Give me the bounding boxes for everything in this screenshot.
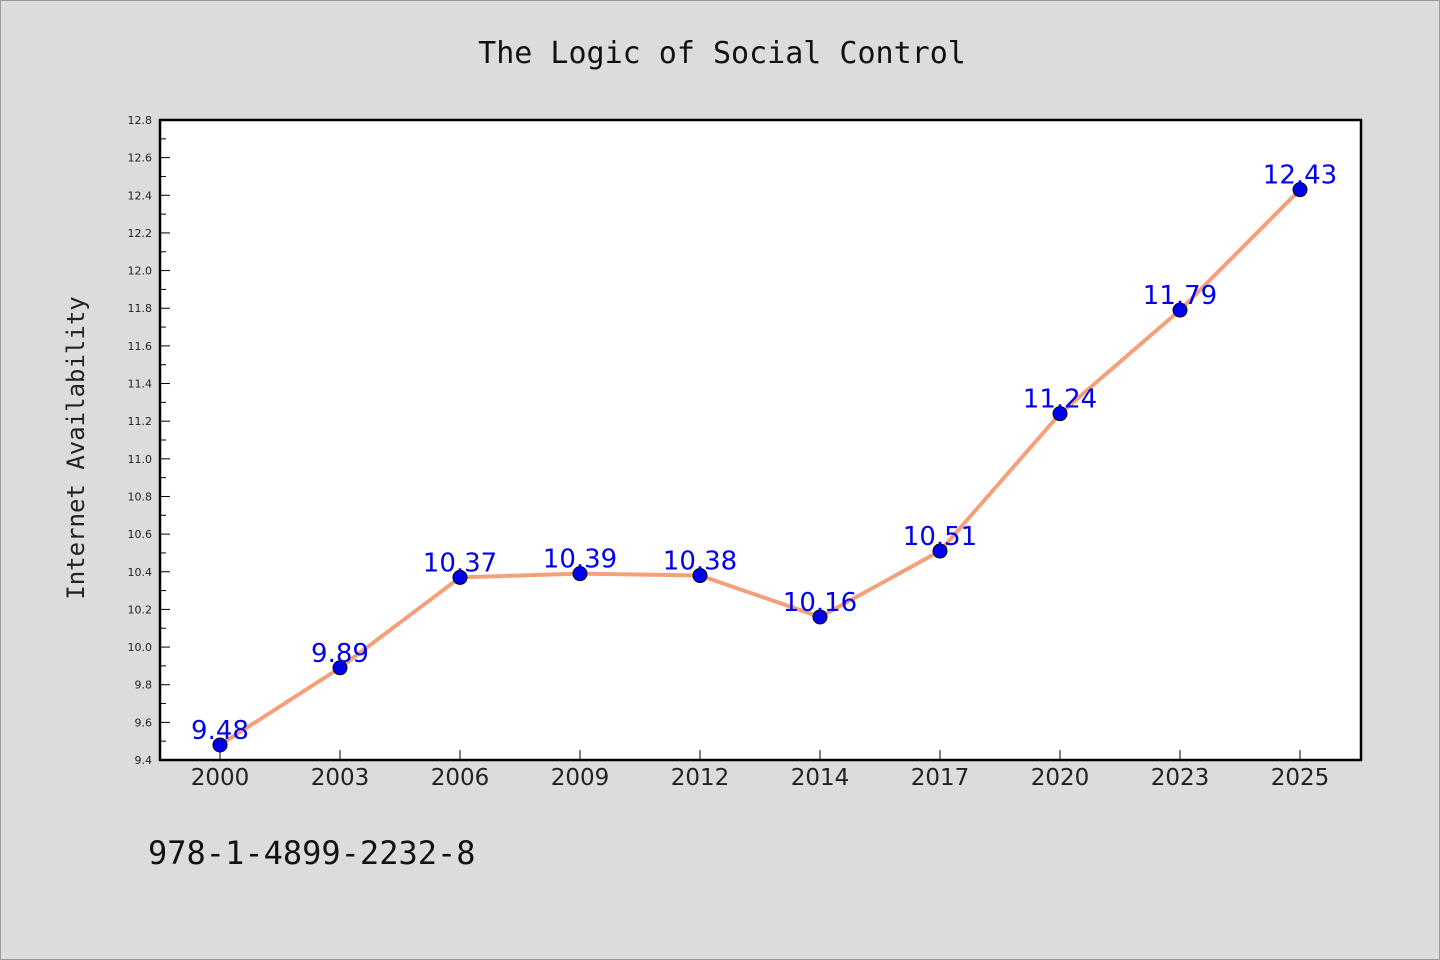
y-tick-label: 12.6 [128, 152, 153, 165]
y-tick-label: 11.6 [128, 340, 153, 353]
x-tick-label: 2023 [1151, 765, 1210, 791]
data-point [812, 609, 828, 625]
y-tick-label: 12.0 [128, 265, 153, 278]
x-axis: 2000 2003 2006 2009 2012 2014 2017 2020 2023 2025 [191, 750, 1330, 791]
x-tick-label: 2017 [911, 765, 970, 791]
x-tick-label: 2025 [1271, 765, 1330, 791]
data-label: 10.51 [903, 522, 977, 552]
data-label: 10.39 [543, 545, 617, 575]
y-tick-label: 12.8 [128, 114, 153, 127]
data-label: 9.48 [191, 716, 249, 746]
y-tick-label: 10.0 [128, 641, 153, 654]
y-tick-label: 12.2 [128, 227, 153, 240]
data-label: 10.37 [423, 548, 497, 578]
y-tick-label: 10.2 [128, 603, 153, 616]
chart-title: The Logic of Social Control [478, 36, 966, 71]
y-tick-label: 10.6 [128, 528, 153, 541]
data-point [212, 737, 228, 753]
y-tick-label: 11.0 [128, 453, 153, 466]
data-label: 11.79 [1143, 281, 1217, 311]
x-tick-label: 2006 [431, 765, 490, 791]
y-tick-label: 11.2 [128, 415, 153, 428]
y-tick-label: 10.8 [128, 490, 153, 503]
data-point [452, 569, 468, 585]
data-label: 10.16 [783, 588, 857, 618]
x-tick-label: 2000 [191, 765, 250, 791]
y-tick-label: 9.4 [135, 754, 153, 767]
data-label: 12.43 [1263, 161, 1337, 191]
data-point [1052, 406, 1068, 422]
data-label: 9.89 [311, 639, 369, 669]
data-point [1292, 182, 1308, 198]
x-tick-label: 2012 [671, 765, 730, 791]
data-labels: 9.48 9.89 10.37 10.39 10.38 10.16 10.51 11.24 11… [191, 161, 1337, 746]
data-point [692, 568, 708, 584]
data-point [572, 566, 588, 582]
data-label: 11.24 [1023, 385, 1097, 415]
data-point [932, 543, 948, 559]
y-tick-label: 11.8 [128, 302, 153, 315]
y-tick-label: 11.4 [128, 378, 153, 391]
data-point [1172, 302, 1188, 318]
y-axis: 9.4 9.6 9.8 10.0 10.2 10.4 10.6 10.8 11.0 11.2 11.… [128, 114, 170, 767]
data-label: 10.38 [663, 547, 737, 577]
series [212, 182, 1308, 753]
y-axis-label: Internet Availability [62, 296, 90, 599]
x-tick-label: 2009 [551, 765, 610, 791]
x-tick-label: 2014 [791, 765, 850, 791]
series-line [218, 187, 1302, 747]
isbn-text: 978-1-4899-2232-8 [148, 834, 476, 872]
y-tick-label: 12.4 [128, 189, 153, 202]
y-tick-label: 9.6 [135, 716, 153, 729]
x-tick-label: 2003 [311, 765, 370, 791]
x-tick-label: 2020 [1031, 765, 1090, 791]
data-point [332, 660, 348, 676]
y-tick-label: 10.4 [128, 566, 153, 579]
y-tick-label: 9.8 [135, 679, 153, 692]
